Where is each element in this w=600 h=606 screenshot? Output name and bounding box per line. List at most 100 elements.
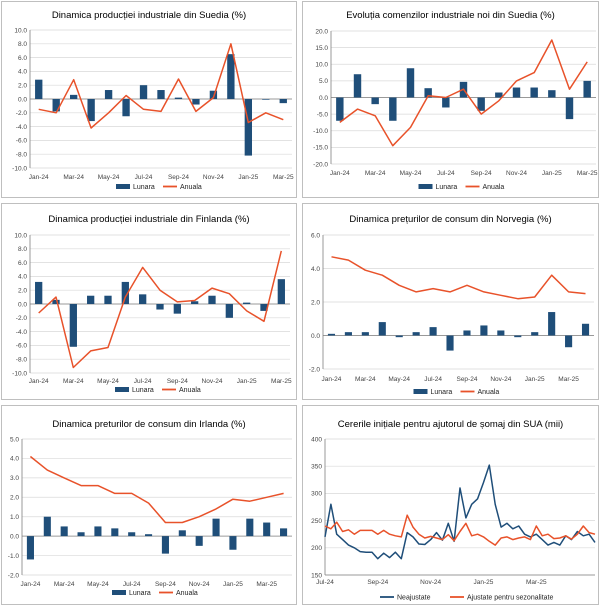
y-tick-label: 2.0 — [10, 495, 19, 502]
legend-label: Lunara — [431, 389, 453, 396]
bar-lunara — [122, 99, 130, 117]
x-tick-label: Jan-24 — [29, 174, 49, 181]
line-anuala — [331, 256, 586, 300]
legend-label: Neajustate — [397, 595, 431, 602]
bar-lunara — [156, 304, 164, 310]
chart-svg: -2.0 -1.0 0.0 1.0 2.0 3.0 4.0 5.0 Jan-24 Mar-24 Ma… — [8, 436, 292, 597]
x-tick-label: Mar-25 — [256, 581, 277, 588]
line-anuala — [339, 39, 588, 147]
bar-lunara — [139, 85, 148, 99]
bar-lunara — [406, 68, 415, 98]
x-tick-label: Mar-24 — [54, 581, 75, 588]
y-tick-label: -2.0 — [16, 315, 28, 322]
legend-swatch — [413, 389, 428, 394]
y-tick-label: -2.0 — [16, 110, 28, 117]
legend-label: Anuala — [180, 184, 202, 191]
chart-svg: -10.0 -8.0 -6.0 -4.0 -2.0 0.0 2.0 4.0 6.0 8.0 10.0… — [12, 232, 292, 394]
x-tick-label: Mar-24 — [63, 174, 84, 181]
line-anuala — [38, 43, 284, 129]
bar-lunara — [244, 99, 253, 156]
y-tick-label: 0.0 — [18, 301, 27, 308]
y-tick-label: 1.0 — [10, 514, 19, 521]
y-tick-label: 4.0 — [311, 266, 320, 273]
legend-label: Anuala — [176, 590, 198, 597]
y-tick-label: 10.0 — [14, 232, 27, 239]
chart-panel-sua-somaj: Cererile inițiale pentru ajutorul de șom… — [302, 405, 599, 605]
bar-lunara — [361, 332, 369, 336]
bar-lunara — [52, 299, 60, 304]
chart-title: Dinamica producției industriale din Sued… — [51, 10, 247, 21]
y-tick-label: 3.0 — [10, 475, 19, 482]
y-tick-label: 4.0 — [18, 274, 27, 281]
x-tick-label: Jul-24 — [134, 378, 152, 385]
y-tick-label: 8.0 — [18, 246, 27, 253]
x-tick-label: Sep-24 — [168, 174, 189, 181]
bar-lunara — [157, 90, 165, 99]
x-tick-label: Jan-25 — [223, 581, 243, 588]
legend-swatch — [112, 590, 126, 595]
bar-lunara — [121, 281, 129, 304]
legend-label: Anuala — [179, 387, 201, 394]
x-tick-label: Nov-24 — [420, 579, 441, 586]
legend: Lunara Anuala — [413, 389, 500, 396]
bar-lunara — [530, 87, 538, 98]
bar-lunara — [565, 335, 573, 348]
legend: Lunara Anuala — [115, 387, 201, 394]
x-tick-label: Jan-24 — [21, 581, 41, 588]
x-tick-label: Jan-24 — [322, 376, 342, 383]
chart-title: Evoluția comenzilor industriale noi din … — [346, 10, 555, 21]
chart-panel-irlanda-preturi: Dinamica preturilor de consum din Irland… — [1, 405, 297, 605]
y-tick-label: 15.0 — [315, 45, 328, 52]
bar-lunara — [209, 90, 218, 99]
x-tick-label: Sep-24 — [456, 376, 477, 383]
bar-lunara — [191, 301, 199, 304]
y-tick-label: 0.0 — [311, 333, 320, 340]
bar-lunara — [463, 330, 471, 336]
x-tick-label: Mar-25 — [558, 376, 579, 383]
bar-lunara — [344, 332, 352, 336]
bar-lunara — [480, 325, 488, 336]
x-tick-label: Jul-24 — [424, 376, 442, 383]
bar-lunara — [327, 333, 336, 336]
bar-lunara — [277, 279, 285, 304]
legend-label: Ajustate pentru sezonalitate — [467, 595, 553, 602]
line-anuala — [29, 455, 284, 524]
bar-lunara — [512, 87, 521, 98]
y-tick-label: -6.0 — [16, 138, 28, 145]
bar-lunara — [246, 518, 254, 537]
y-tick-label: 20.0 — [315, 28, 328, 35]
bar-lunara — [69, 94, 78, 99]
x-tick-label: Nov-24 — [203, 174, 224, 181]
y-tick-label: 10.0 — [14, 27, 27, 34]
y-tick-label: 0.0 — [319, 95, 328, 102]
x-tick-label: Nov-24 — [490, 376, 511, 383]
x-tick-label: Sep-24 — [167, 378, 188, 385]
bar-lunara — [229, 536, 237, 550]
bar-lunara — [531, 332, 539, 336]
bar-lunara — [336, 97, 344, 121]
y-tick-label: 350 — [311, 464, 322, 471]
bar-lunara — [87, 99, 95, 122]
legend: Neajustate Ajustate pentru sezonalitate — [380, 595, 553, 602]
bar-lunara — [43, 516, 51, 537]
legend-label: Anuala — [478, 389, 500, 396]
legend: Lunara Anuala — [418, 184, 504, 191]
bar-lunara — [174, 97, 183, 99]
y-tick-label: -8.0 — [16, 357, 28, 364]
bar-lunara — [69, 304, 77, 347]
bar-lunara — [52, 99, 60, 112]
legend-swatch — [418, 184, 433, 189]
y-tick-label: -10.0 — [313, 128, 328, 135]
bar-lunara — [104, 295, 112, 304]
line-ajustate-pentru-sezonalitate — [324, 514, 596, 546]
x-tick-label: Sep-24 — [471, 170, 492, 177]
bar-lunara — [35, 79, 43, 99]
x-tick-label: Jan-24 — [29, 378, 49, 385]
chart-title: Dinamica preturilor de consum din Irland… — [52, 419, 246, 430]
x-tick-label: Jan-25 — [474, 579, 494, 586]
legend-swatch — [116, 184, 130, 189]
y-tick-label: -10.0 — [12, 165, 27, 172]
x-tick-label: May-24 — [400, 170, 422, 177]
x-tick-label: May-24 — [388, 376, 410, 383]
y-tick-label: 5.0 — [319, 78, 328, 85]
